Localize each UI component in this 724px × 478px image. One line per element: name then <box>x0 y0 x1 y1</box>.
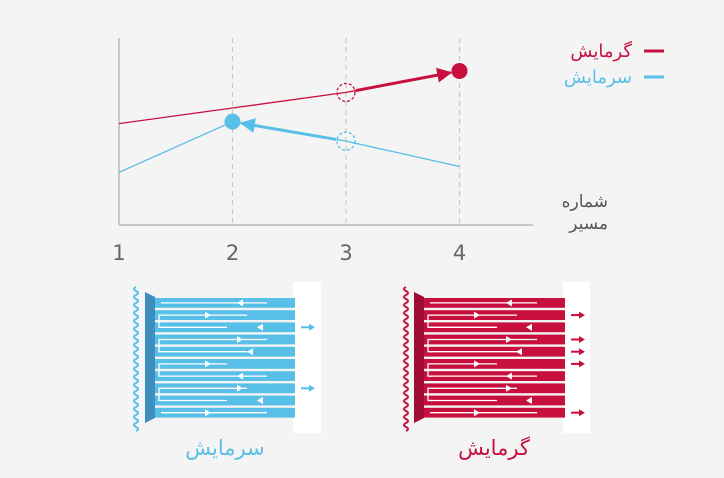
heating-coil-fins <box>403 286 409 432</box>
legend: گرمایش سرمایش <box>564 40 664 88</box>
outlet-arrow-0 <box>309 323 315 331</box>
flow-arrow-8 <box>526 397 532 404</box>
outlet-arrow-4 <box>579 409 585 417</box>
flow-arrow-3 <box>237 336 243 343</box>
series-filled-point-cooling <box>224 113 241 130</box>
flow-arrow-4 <box>516 348 522 356</box>
bend-3 <box>158 338 163 353</box>
flow-arrow-1 <box>474 311 480 319</box>
outlet-arrow-2 <box>579 348 585 356</box>
flow-arrow-0 <box>237 299 243 307</box>
bend-1 <box>427 314 432 328</box>
flow-arrow-2 <box>526 323 532 331</box>
flow-arrow-5 <box>474 360 480 368</box>
outlet-arrow-1 <box>309 384 315 392</box>
x-tick-label-4: 4 <box>453 241 466 265</box>
series-open-point-cooling <box>336 131 356 151</box>
bend-7 <box>158 387 163 402</box>
heating-coil-illustration: گرمایش <box>403 282 590 460</box>
bend-3 <box>427 338 432 353</box>
series-group <box>118 62 468 173</box>
outlet-arrow-3 <box>579 360 585 368</box>
heating-coil-tubes <box>424 298 585 418</box>
outlet-arrow-1 <box>579 336 585 343</box>
flow-arrow-2 <box>257 323 263 331</box>
bend-1 <box>158 314 163 328</box>
series-filled-point-heating <box>451 62 468 79</box>
caption-heating: گرمایش <box>458 436 530 460</box>
series-open-point-heating <box>336 82 356 103</box>
flow-arrow-0 <box>506 299 512 307</box>
cooling-coil-illustration: سرمایش <box>133 282 321 460</box>
x-axis-title-line-2: مسیر <box>568 214 608 234</box>
bend-5 <box>158 363 163 377</box>
legend-label-cooling: سرمایش <box>564 67 632 88</box>
flow-arrow-1 <box>205 311 211 319</box>
flow-arrow-7 <box>237 384 243 392</box>
heating-coil-header <box>414 292 424 423</box>
bend-7 <box>427 387 432 402</box>
flow-arrow-7 <box>506 384 512 392</box>
flow-arrow-9 <box>205 409 211 417</box>
flow-arrow-9 <box>474 409 480 417</box>
x-tick-label-2: 2 <box>226 241 239 265</box>
series-line-heating <box>118 70 460 125</box>
x-tick-labels: 1 2 3 4 <box>112 241 466 265</box>
x-tick-label-1: 1 <box>112 241 125 265</box>
flow-arrow-6 <box>237 372 243 380</box>
x-axis-title-line-1: شماره <box>562 192 608 212</box>
series-arrow-heating <box>355 67 453 93</box>
flow-arrow-8 <box>257 397 263 404</box>
flow-arrow-6 <box>506 372 512 380</box>
heating-coil-outlet-panel <box>563 282 590 433</box>
legend-label-heating: گرمایش <box>570 40 632 62</box>
cooling-coil-outlet-panel <box>293 282 321 433</box>
cooling-coil-header <box>145 292 155 423</box>
bend-5 <box>427 363 432 377</box>
series-arrow-cooling <box>239 118 337 141</box>
outlet-arrow-0 <box>579 311 585 319</box>
cooling-coil-fins <box>133 286 139 432</box>
series-line-cooling <box>118 120 460 173</box>
line-chart: 1 2 3 4 شماره مسیر <box>112 38 608 265</box>
flow-arrow-5 <box>205 360 211 368</box>
caption-cooling: سرمایش <box>185 436 264 460</box>
cooling-coil-tubes <box>155 298 315 418</box>
flow-arrow-3 <box>506 336 512 343</box>
flow-arrow-4 <box>247 348 253 356</box>
x-tick-label-3: 3 <box>339 241 352 265</box>
